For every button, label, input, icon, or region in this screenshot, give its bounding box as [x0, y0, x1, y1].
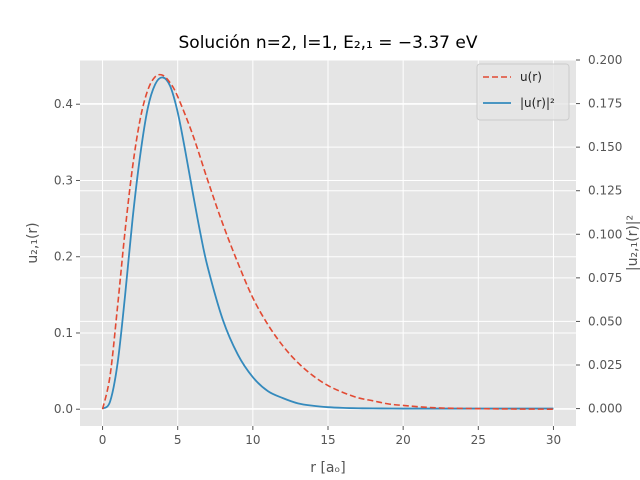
left-y-tick-label: 0.3 — [54, 173, 73, 187]
left-y-tick-label: 0.0 — [54, 402, 73, 416]
right-y-tick-label: 0.050 — [588, 314, 622, 328]
x-tick-label: 25 — [471, 433, 486, 447]
right-y-tick-label: 0.175 — [588, 97, 622, 111]
right-y-tick-label: 0.100 — [588, 227, 622, 241]
left-y-tick-labels: 0.0 0.1 0.2 0.3 0.4 — [54, 97, 73, 416]
right-y-tick-label: 0.200 — [588, 53, 622, 67]
series-line-u-squared — [101, 76, 554, 410]
x-tick-label: 10 — [245, 433, 260, 447]
legend-label-u2: |u(r)|² — [520, 96, 555, 110]
right-y-tick-label: 0.125 — [588, 184, 622, 198]
legend-box — [476, 63, 570, 121]
x-axis-label: r [aₒ] — [310, 460, 346, 476]
left-y-tick-label: 0.4 — [54, 97, 73, 111]
x-tick-label: 0 — [99, 433, 107, 447]
legend-label-u: u(r) — [520, 70, 542, 84]
left-y-tick-label: 0.1 — [54, 326, 73, 340]
legend: u(r) |u(r)|² — [476, 63, 570, 121]
series-lines — [101, 73, 554, 410]
left-y-tick-label: 0.2 — [54, 250, 73, 264]
x-tick-label: 30 — [546, 433, 561, 447]
grid-lines — [76, 59, 580, 430]
x-tick-label: 20 — [396, 433, 411, 447]
series-line-u — [101, 73, 554, 410]
x-tick-label: 5 — [174, 433, 182, 447]
right-y-axis-label: |u₂,₁(r)|² — [625, 215, 640, 271]
left-y-axis-label: u₂,₁(r) — [25, 222, 41, 263]
chart-title: Solución n=2, l=1, E₂,₁ = −3.37 eV — [179, 33, 478, 53]
right-y-tick-label: 0.025 — [588, 358, 622, 372]
right-y-tick-labels: 0.000 0.025 0.050 0.075 0.100 0.125 0.150 0.175… — [588, 53, 622, 416]
x-tick-labels: 0 5 10 15 20 25 30 — [99, 433, 561, 447]
x-tick-label: 15 — [320, 433, 335, 447]
right-y-tick-label: 0.150 — [588, 140, 622, 154]
right-y-tick-label: 0.000 — [588, 402, 622, 416]
right-y-tick-label: 0.075 — [588, 271, 622, 285]
